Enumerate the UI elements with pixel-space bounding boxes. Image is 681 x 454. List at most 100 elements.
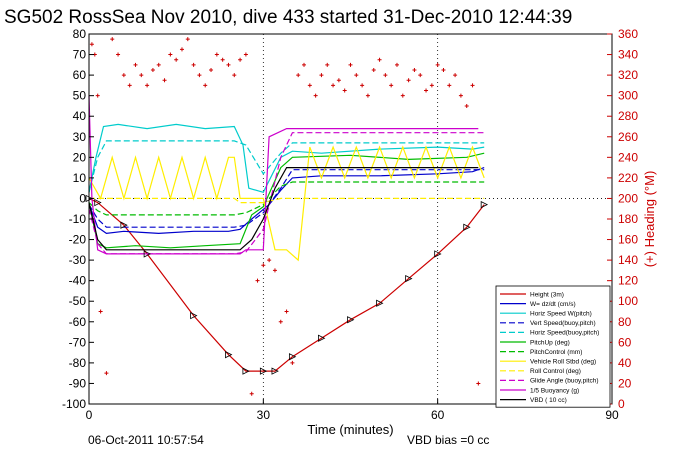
heading-point: [435, 62, 440, 67]
y-tick-label: -90: [69, 376, 87, 390]
depth-marker: [347, 316, 355, 324]
heading-point: [429, 83, 434, 88]
heading-point: [104, 371, 109, 376]
series-line: [88, 140, 485, 193]
y2-tick-label: 60: [618, 335, 632, 349]
legend-label: VBD ( 10 cc): [530, 397, 567, 404]
heading-point: [220, 57, 225, 62]
y2-tick-label: 220: [618, 171, 638, 185]
y2-tick-label: 320: [618, 68, 638, 82]
heading-point: [325, 62, 330, 67]
heading-point: [296, 73, 301, 78]
plot-area: [85, 37, 489, 396]
heading-point: [302, 62, 307, 67]
y2-tick-label: 360: [618, 27, 638, 41]
series-line: [88, 169, 485, 228]
heading-point: [156, 62, 161, 67]
y-tick-label: 40: [73, 109, 87, 123]
y2-tick-label: 140: [618, 253, 638, 267]
x-tick-label: 60: [431, 408, 445, 422]
heading-point: [191, 62, 196, 67]
heading-point: [458, 93, 463, 98]
heading-point: [354, 73, 359, 78]
heading-point: [383, 73, 388, 78]
heading-point: [313, 93, 318, 98]
heading-point: [371, 67, 376, 72]
heading-point: [377, 57, 382, 62]
y-tick-label: -40: [69, 274, 87, 288]
y-axis: -100-90-80-70-60-50-40-30-20-10010203040…: [62, 27, 94, 411]
y-tick-label: -10: [69, 212, 87, 226]
heading-point: [174, 57, 179, 62]
heading-point: [150, 67, 155, 72]
heading-point: [185, 37, 190, 42]
legend-label: Horiz Speed W(pitch): [530, 311, 592, 318]
y-tick-label: 60: [73, 68, 87, 82]
series-line: [89, 197, 485, 204]
heading-point: [278, 319, 283, 324]
footer-vbd-bias: VBD bias =0 cc: [407, 433, 489, 447]
legend-label: PitchControl (mm): [530, 349, 582, 356]
series-line: [88, 167, 485, 235]
y2-tick-label: 120: [618, 274, 638, 288]
y2-tick-label: 80: [618, 315, 632, 329]
series-line: [88, 181, 485, 216]
heading-point: [261, 263, 266, 268]
depth-marker: [143, 250, 152, 258]
heading-point: [365, 93, 370, 98]
x-tick-label: 90: [605, 408, 619, 422]
y-tick-label: -100: [62, 397, 86, 411]
depth-marker: [434, 250, 442, 258]
heading-point: [249, 391, 254, 396]
heading-point: [331, 83, 336, 88]
y-tick-label: 50: [73, 89, 87, 103]
y2-tick-label: 200: [618, 191, 638, 205]
heading-point: [476, 381, 481, 386]
heading-point: [116, 52, 121, 57]
y-tick-label: -50: [69, 294, 87, 308]
y-tick-label: 10: [73, 171, 87, 185]
heading-point: [348, 62, 353, 67]
heading-point: [162, 78, 167, 83]
depth-marker: [190, 311, 198, 320]
depth-marker: [242, 367, 250, 375]
legend: Height (3m) W= dz/dt (cm/s) Horiz Speed W(…: [495, 285, 611, 408]
heading-point: [389, 83, 394, 88]
heading-point: [110, 37, 115, 42]
depth-marker: [463, 223, 471, 231]
heading-point: [133, 62, 138, 67]
heading-point: [232, 73, 237, 78]
heading-point: [197, 73, 202, 78]
y2-tick-label: 260: [618, 130, 638, 144]
depth-marker: [288, 353, 297, 361]
heading-point: [470, 83, 475, 88]
legend-label: Vert Speed(buoy,pitch): [530, 320, 596, 327]
heading-point: [127, 83, 132, 88]
heading-point: [406, 78, 411, 83]
y-tick-label: -70: [69, 335, 87, 349]
heading-point: [95, 93, 100, 98]
y-tick-label: 30: [73, 130, 87, 144]
depth-marker: [480, 200, 489, 209]
y-tick-label: -30: [69, 253, 87, 267]
heading-point: [424, 88, 429, 93]
y-tick-label: 70: [73, 48, 87, 62]
y-tick-label: -60: [69, 315, 87, 329]
depth-marker: [405, 274, 413, 283]
legend-box: [495, 285, 611, 408]
legend-label: Glide Angle (buoy,pitch): [530, 378, 599, 385]
series-line: [88, 132, 485, 255]
series-line: [88, 95, 479, 255]
heading-point: [214, 52, 219, 57]
legend-label: Roll Control (deg): [530, 368, 581, 375]
y-tick-label: 80: [73, 27, 87, 41]
x-axis-label: Time (minutes): [307, 422, 393, 437]
heading-point: [290, 360, 295, 365]
y-tick-label: -20: [69, 233, 87, 247]
y-tick-label: 0: [79, 191, 86, 205]
chart-title: SG502 RossSea Nov 2010, dive 433 started…: [4, 7, 572, 28]
heading-point: [336, 78, 341, 83]
series-line: [88, 197, 485, 372]
depth-marker: [271, 367, 279, 375]
y2-tick-label: 0: [618, 397, 625, 411]
